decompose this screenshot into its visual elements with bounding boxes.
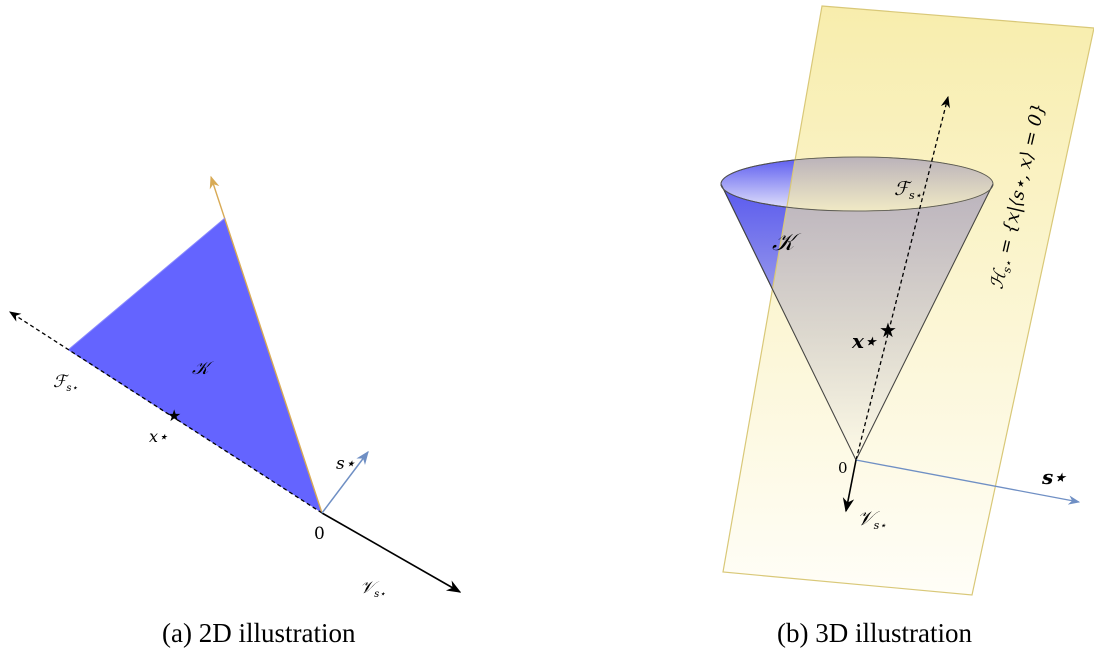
cone-top-outline-3d [720,156,994,212]
star-marker-2d: ★ [167,406,181,425]
v-label-2d: 𝒱s⋆ [360,578,386,600]
normal-label-2d: s⋆ [336,454,356,474]
face-label-2d: ℱs⋆ [53,372,78,394]
star-marker-3d: ★ [879,318,897,342]
normal-arrow-3d [855,459,1081,505]
cone-top-edge-2d [67,217,226,351]
cone-region-2d [68,218,322,513]
origin-label-2d: 0 [314,524,325,544]
cone-label-2d: 𝒦 [192,358,214,379]
point-label-2d: x⋆ [149,427,168,446]
origin-label-3d: 0 [838,459,848,477]
cone-edge-2d [209,175,323,514]
caption-2d: (a) 2D illustration [162,618,356,648]
panel-2d: 𝒦 ℱs⋆ ★ x⋆ 0 s⋆ 𝒱s⋆ (a) 2D illustration [9,175,462,648]
normal-arrow-2d [321,450,369,514]
panel-3d: 𝒦 ℱs⋆ ★ x⋆ 0 s⋆ 𝒱s⋆ ℋs⋆ = {x|⟨s⋆, x⟩ = 0… [720,5,1094,648]
face-label-3d: ℱs⋆ [894,178,922,202]
point-label-3d: x⋆ [851,329,878,353]
v-arrow-2d [321,512,462,593]
hyperplane-3d [722,5,1094,596]
normal-label-3d: s⋆ [1041,465,1067,489]
v-arrow-3d [842,459,857,513]
face-line-2d [9,311,323,514]
caption-3d: (b) 3D illustration [777,618,972,648]
